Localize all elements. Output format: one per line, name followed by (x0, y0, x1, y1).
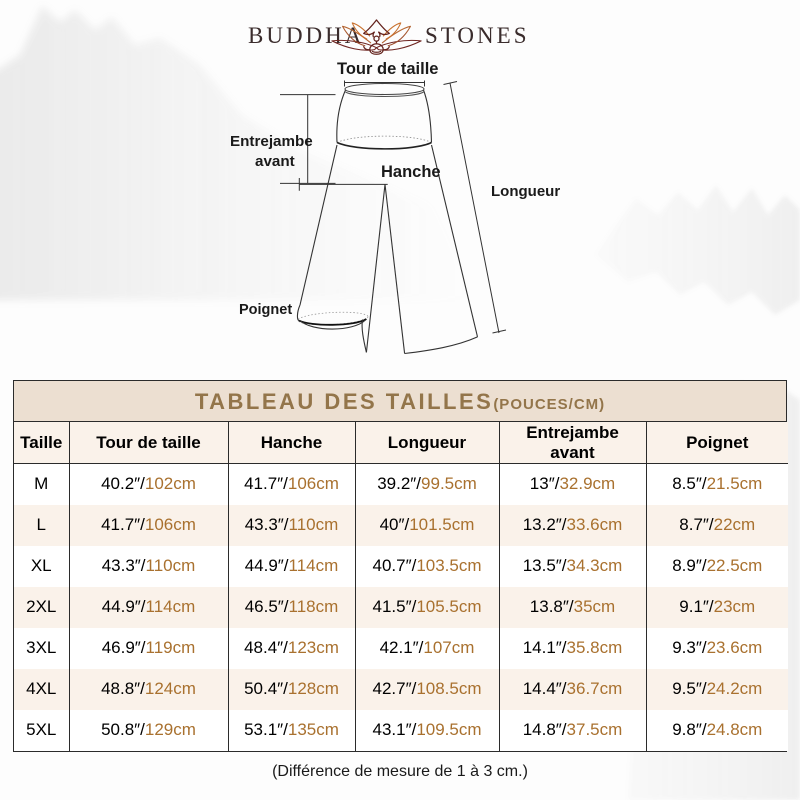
svg-text:Entrejambe: Entrejambe (230, 133, 313, 150)
svg-text:Tour de taille: Tour de taille (337, 60, 438, 78)
svg-text:avant: avant (255, 153, 295, 170)
svg-text:Hanche: Hanche (381, 163, 441, 181)
svg-text:Longueur: Longueur (491, 183, 560, 200)
svg-text:Poignet: Poignet (239, 302, 292, 318)
